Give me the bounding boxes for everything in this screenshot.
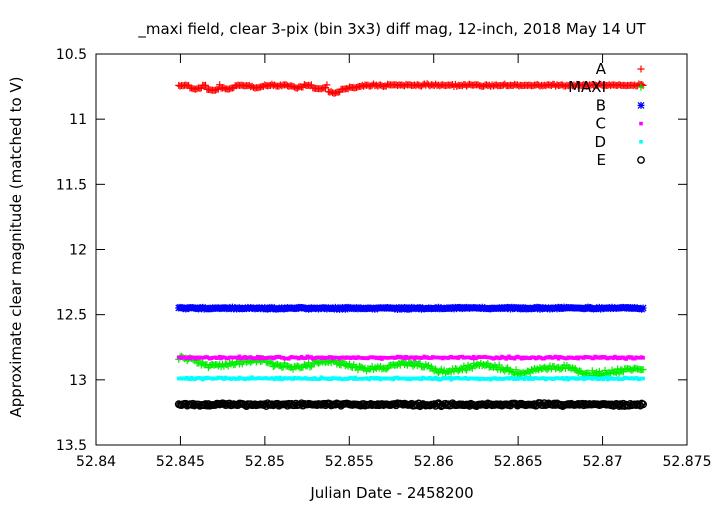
series-maxi xyxy=(175,352,647,380)
legend-marker xyxy=(637,65,645,73)
legend-marker xyxy=(639,140,643,144)
legend-label: MAXI xyxy=(568,78,606,96)
legend-label: D xyxy=(594,133,606,151)
data-point xyxy=(615,402,624,410)
series-c xyxy=(176,354,645,361)
data-point xyxy=(565,376,569,380)
y-tick-label: 10.5 xyxy=(56,47,87,63)
y-tick-label: 13 xyxy=(69,373,87,389)
data-point xyxy=(641,376,645,381)
x-tick-label: 52.84 xyxy=(76,454,116,470)
y-tick-label: 12.5 xyxy=(56,308,87,324)
legend-label: A xyxy=(596,60,607,78)
x-tick-label: 52.875 xyxy=(663,454,712,470)
axis-ticks: 52.84 52.845 52.85 52.855 52.86 52.865 52.87 52… xyxy=(56,47,712,470)
data-point xyxy=(616,400,625,409)
data-point xyxy=(202,81,210,89)
x-axis-label: Julian Date - 2458200 xyxy=(309,484,473,502)
series-a xyxy=(175,80,647,97)
y-tick-label: 12 xyxy=(69,243,87,259)
data-point xyxy=(416,359,424,367)
data-points xyxy=(174,80,647,411)
data-point xyxy=(606,377,610,382)
legend-marker xyxy=(637,101,645,109)
x-tick-label: 52.87 xyxy=(583,454,623,470)
data-point xyxy=(639,365,647,373)
data-point xyxy=(203,401,211,410)
x-tick-label: 52.86 xyxy=(414,454,454,470)
data-point xyxy=(278,375,283,380)
legend-marker xyxy=(637,83,645,91)
data-point xyxy=(484,359,492,367)
x-tick-label: 52.845 xyxy=(156,454,205,470)
series-b xyxy=(175,303,647,313)
legend-label: C xyxy=(596,115,606,133)
data-point xyxy=(512,366,520,374)
y-axis-label: Approximate clear magnitude (matched to … xyxy=(7,76,25,417)
legend-marker xyxy=(639,121,643,126)
data-point xyxy=(267,400,276,409)
data-point xyxy=(467,363,475,371)
legend-label: B xyxy=(596,96,606,114)
data-point xyxy=(378,400,386,408)
data-point xyxy=(412,357,417,361)
data-point xyxy=(447,375,452,380)
data-point xyxy=(641,356,645,360)
data-point xyxy=(639,400,647,409)
x-tick-label: 52.855 xyxy=(325,454,374,470)
data-point xyxy=(382,365,390,373)
data-point xyxy=(282,400,290,409)
data-point xyxy=(639,304,647,312)
data-point xyxy=(461,365,469,373)
data-point xyxy=(323,81,331,89)
x-tick-label: 52.85 xyxy=(245,454,285,470)
data-point xyxy=(543,366,551,374)
series-e xyxy=(174,399,647,411)
legend-marker xyxy=(637,156,645,164)
data-point xyxy=(557,400,566,409)
data-point xyxy=(613,400,622,409)
data-point xyxy=(571,365,579,373)
series-d xyxy=(176,375,645,382)
data-point xyxy=(430,400,439,409)
legend-label: E xyxy=(597,151,606,169)
y-tick-label: 13.5 xyxy=(56,438,87,454)
x-tick-label: 52.865 xyxy=(494,454,543,470)
data-point xyxy=(615,370,623,378)
data-point xyxy=(266,358,274,366)
data-point xyxy=(604,375,609,380)
chart-title: _maxi field, clear 3-pix (bin 3x3) diff … xyxy=(137,20,646,39)
data-point xyxy=(543,400,552,409)
y-tick-label: 11.5 xyxy=(56,177,87,193)
data-point xyxy=(237,354,242,359)
data-point xyxy=(320,399,329,408)
data-point xyxy=(434,369,442,377)
data-point xyxy=(290,401,299,410)
data-point xyxy=(556,356,561,361)
y-tick-label: 11 xyxy=(69,112,87,128)
